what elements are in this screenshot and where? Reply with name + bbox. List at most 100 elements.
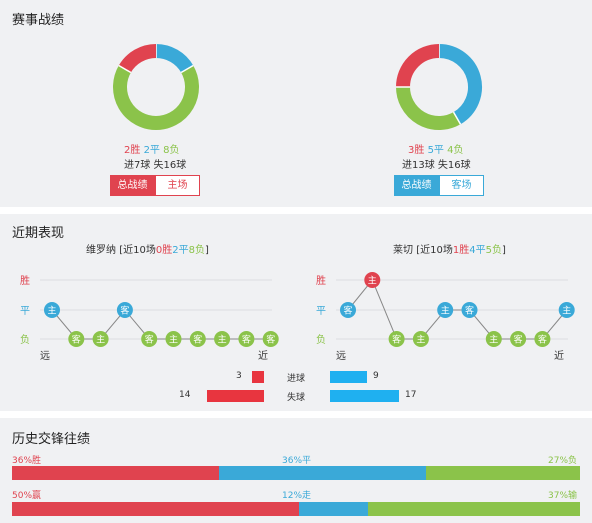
left-match-dot[interactable] [92, 331, 109, 347]
right-match-dot[interactable] [437, 302, 454, 318]
left-loss-count: 8负 [163, 145, 180, 156]
left-axis-loss-label: 负 [20, 333, 30, 346]
right-recent-draws: 4平 [469, 245, 486, 256]
h2h-row2-win-bar [12, 502, 299, 516]
left-match-venue: 主 [169, 334, 178, 346]
left-match-dot[interactable] [262, 331, 279, 347]
left-team-name: 维罗纳 [86, 245, 116, 256]
h2h-row2-mid-text: 12%走 [282, 491, 312, 501]
left-match-dot[interactable] [238, 331, 255, 347]
left-donut-win-slice [118, 44, 157, 73]
right-form-chart: 胜平负客主客 主主 客主客客主远近 [316, 272, 575, 362]
right-match-venue: 客 [538, 334, 547, 346]
right-conceded-bar [330, 390, 399, 402]
right-match-venue: 主 [562, 305, 571, 317]
left-match-venue: 主 [47, 305, 56, 317]
right-match-dot[interactable] [461, 302, 478, 318]
right-match-dot[interactable] [388, 331, 405, 347]
left-record-donut [113, 44, 199, 130]
record-panel: 赛事战绩 2胜 2平 8负 进7球 失16球 总战绩 主场 3胜 5平 4负 进… [0, 0, 592, 207]
h2h-row1-loss-bar [426, 466, 580, 480]
left-match-dot[interactable] [214, 331, 231, 347]
right-conceded-value: 17 [405, 390, 417, 400]
right-match-venue: 主 [441, 305, 450, 317]
left-match-dot[interactable] [68, 331, 85, 347]
right-record-donut [396, 44, 482, 130]
left-match-venue: 客 [120, 305, 129, 317]
left-match-dot[interactable] [116, 302, 133, 318]
right-recent-summary: 莱切 [近10场1胜4平5负] [393, 241, 506, 256]
left-donut-loss-slice [113, 65, 199, 130]
left-draw-count: 2平 [143, 145, 160, 156]
right-tab-away[interactable]: 客场 [439, 175, 484, 196]
left-donut-draw-slice [155, 44, 194, 73]
right-loss-count: 4负 [447, 145, 464, 156]
right-summary-suffix: ] [501, 245, 506, 256]
left-axis-win-label: 胜 [20, 275, 30, 287]
right-match-dot[interactable] [412, 331, 429, 347]
h2h-row1-win-bar [12, 466, 219, 480]
right-match-dot[interactable] [534, 331, 551, 347]
recent-panel: 近期表现 维罗纳 [近10场0胜2平8负] 莱切 [近10场1胜4平5负] 胜平… [0, 214, 592, 411]
right-donut-separator [452, 111, 462, 125]
left-match-dot[interactable] [141, 331, 158, 347]
left-form-line [51, 309, 271, 340]
right-match-venue: 主 [368, 275, 377, 287]
right-donut-loss-slice [396, 86, 461, 130]
left-goals-summary: 进7球 失16球 [124, 160, 187, 171]
right-match-dot[interactable] [558, 302, 575, 318]
left-match-dot[interactable] [44, 302, 60, 318]
h2h-row2-left-text: 50%赢 [12, 491, 42, 501]
left-recent-losses: 8负 [188, 245, 205, 256]
left-match-venue: 客 [72, 334, 81, 346]
right-donut-win-slice [396, 44, 440, 88]
right-near-label: 近 [554, 349, 564, 362]
right-recent-losses: 5负 [485, 245, 502, 256]
goals-scored-label: 进球 [287, 374, 306, 384]
right-goals-summary: 进13球 失16球 [402, 160, 471, 171]
left-tab-home[interactable]: 主场 [155, 175, 200, 196]
left-form-chart: 胜平负主客 主客客主客主客客远近 [20, 275, 279, 362]
left-donut-separator [180, 64, 194, 74]
right-match-venue: 客 [465, 305, 474, 317]
right-scored-value: 9 [373, 371, 379, 381]
left-recent-summary: 维罗纳 [近10场0胜2平8负] [86, 241, 209, 256]
goals-conceded-label: 失球 [287, 393, 306, 403]
right-match-venue: 主 [489, 334, 498, 346]
right-match-dot[interactable] [364, 272, 381, 288]
h2h-row2-right-text: 37%输 [548, 491, 578, 501]
left-match-dot[interactable] [165, 331, 182, 347]
left-win-count: 2胜 [124, 145, 141, 156]
left-match-dot[interactable] [189, 331, 206, 347]
left-scored-value: 3 [236, 371, 242, 381]
left-match-venue: 主 [96, 334, 105, 346]
right-match-dot[interactable] [510, 331, 527, 347]
left-far-label: 远 [40, 350, 50, 362]
left-conceded-value: 14 [179, 390, 191, 400]
right-axis-draw-label: 平 [316, 306, 326, 317]
right-draw-count: 5平 [427, 145, 444, 156]
h2h-row2-push-bar [299, 502, 368, 516]
h2h-row1-left-text: 36%胜 [12, 456, 42, 466]
h2h-title: 历史交锋往绩 [12, 432, 91, 447]
right-match-dot[interactable] [340, 302, 356, 318]
right-axis-loss-label: 负 [316, 333, 326, 346]
left-record-counts: 2胜 2平 8负 [124, 141, 180, 156]
left-donut-separator [118, 64, 132, 74]
right-team-name: 莱切 [393, 245, 413, 256]
left-conceded-bar [207, 390, 264, 402]
right-scored-bar [330, 371, 367, 383]
right-match-venue: 客 [343, 305, 352, 317]
h2h-panel: 历史交锋往绩 36%胜 36%平 27%负 50%赢 12%走 37%输 [0, 418, 592, 523]
right-match-venue: 客 [392, 334, 401, 346]
right-summary-prefix: [近10场 [416, 245, 453, 256]
left-summary-prefix: [近10场 [119, 245, 156, 256]
right-match-venue: 客 [514, 334, 523, 346]
right-match-dot[interactable] [485, 331, 502, 347]
right-recent-wins: 1胜 [452, 245, 470, 256]
left-match-venue: 主 [218, 334, 227, 346]
left-match-venue: 客 [145, 334, 154, 346]
left-tab-total[interactable]: 总战绩 [110, 175, 155, 196]
right-tab-total[interactable]: 总战绩 [394, 175, 439, 196]
left-near-label: 近 [258, 349, 268, 362]
